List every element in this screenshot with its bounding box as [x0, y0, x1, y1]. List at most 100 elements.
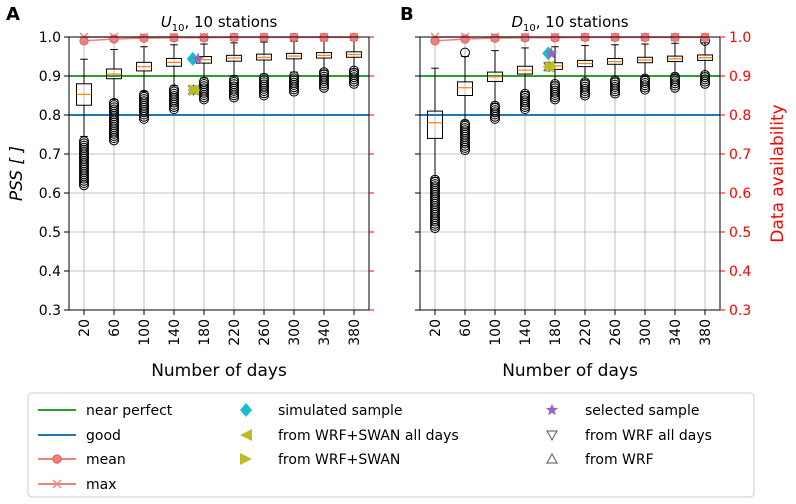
box-outlier [490, 100, 500, 111]
legend: near perfect good mean max simulated sample f… [27, 392, 755, 498]
box-outlier [79, 140, 89, 151]
availability-tick-label: 0.8 [729, 108, 751, 124]
box-outlier [169, 90, 179, 101]
legend-label: from WRF+SWAN [278, 452, 400, 468]
mean-availability-point [169, 33, 179, 43]
y-axis-title: PSS [ ] [7, 146, 27, 201]
box-outlier [460, 118, 470, 129]
box-100 [487, 50, 503, 124]
box-outlier [640, 80, 650, 91]
box-outlier [550, 79, 560, 89]
box-outlier [79, 142, 89, 153]
box-300 [286, 40, 302, 97]
legend-marker [546, 452, 558, 464]
box-outlier [349, 70, 359, 80]
box-outlier [520, 88, 530, 99]
box-outlier [109, 102, 119, 113]
legend-label: near perfect [86, 403, 173, 419]
panel-label: A [6, 4, 20, 25]
box-outlier [139, 89, 149, 100]
x-tick-label: 380 [347, 319, 363, 346]
box-220 [577, 45, 593, 101]
box-outlier [169, 86, 179, 97]
box-iqr [457, 81, 473, 96]
y-tick-label: 0.5 [39, 225, 61, 241]
box-outlier [520, 95, 530, 106]
legend-label: good [86, 428, 121, 444]
availability-axis-title: Data availability [768, 104, 788, 242]
title-rest: , 10 stations [184, 13, 277, 31]
box-outlier [229, 81, 239, 92]
legend-marker [546, 430, 558, 442]
legend-marker [52, 454, 62, 464]
x-tick-label: 180 [197, 319, 213, 346]
box-outlier [79, 138, 89, 149]
mean-availability-line [83, 36, 354, 42]
box-outlier [520, 93, 530, 104]
box-outlier [289, 75, 299, 86]
box-outlier [259, 72, 269, 83]
x-axis-title: Number of days [502, 361, 638, 381]
availability-tick-label: 1.0 [729, 30, 751, 46]
box-outlier [610, 79, 620, 90]
x-tick-label: 340 [668, 319, 684, 346]
box-outlier [640, 73, 650, 84]
box-outlier [700, 70, 710, 80]
box-outlier [670, 71, 680, 82]
x-tick-label: 100 [488, 319, 504, 346]
box-outlier [490, 105, 500, 116]
x-tick-label: 300 [287, 319, 303, 346]
box-outlier [319, 67, 329, 78]
plot-frame [419, 36, 721, 311]
box-outlier [700, 74, 710, 85]
x-tick-label: 260 [257, 319, 273, 346]
y-tick-label: 0.7 [39, 147, 61, 163]
mean-availability-point [520, 33, 530, 43]
box-260 [256, 41, 272, 101]
box-outlier [610, 81, 620, 92]
box-outlier [229, 74, 239, 85]
legend-label: from WRF [585, 452, 654, 468]
y-tick-label: 0.9 [39, 69, 61, 85]
legend-frame [27, 392, 755, 498]
box-outlier [640, 75, 650, 86]
box-outlier [289, 71, 299, 82]
box-20 [76, 58, 92, 191]
x-axis-title: Number of days [151, 361, 287, 381]
box-outlier [199, 76, 209, 87]
box-outlier [139, 91, 149, 102]
legend-marker [240, 403, 252, 417]
legend-item-wrf-swan-all-days: from WRF+SWAN all days [240, 428, 459, 444]
box-outlier [199, 83, 209, 94]
panel-a: 0.3 0.4 0.5 0.6 0.7 0.8 0.9 1.0 20 60 100 140 180 220… [6, 4, 374, 381]
box-140 [166, 44, 182, 115]
box-300 [637, 43, 653, 95]
box-outlier [670, 76, 680, 87]
box-outlier [430, 181, 440, 192]
title-subscript: 10 [523, 23, 536, 34]
box-outlier [199, 79, 209, 89]
box-outlier [319, 71, 329, 82]
x-tick-label: 60 [107, 319, 123, 337]
availability-tick-label: 0.4 [729, 264, 751, 280]
box-outlier [520, 90, 530, 101]
box-outlier [670, 78, 680, 89]
box-outlier [349, 65, 359, 76]
legend-label: from WRF+SWAN all days [278, 428, 459, 444]
box-outlier [229, 77, 239, 88]
legend-label: max [86, 477, 117, 493]
availability-tick-label: 0.3 [729, 303, 751, 319]
box-outlier [640, 78, 650, 89]
y-tick-label: 0.4 [39, 264, 61, 280]
y-tick-label: 0.8 [39, 108, 61, 124]
y-tick-label: 0.3 [39, 303, 61, 319]
x-tick-label: 220 [227, 319, 243, 346]
box-outlier [430, 174, 440, 185]
mean-availability-point [199, 33, 209, 43]
legend-marker [240, 453, 252, 465]
x-tick-label: 340 [317, 319, 333, 346]
availability-tick-label: 0.5 [729, 225, 751, 241]
legend-item-mean: mean [38, 452, 126, 468]
legend-item-max: max [38, 477, 117, 493]
